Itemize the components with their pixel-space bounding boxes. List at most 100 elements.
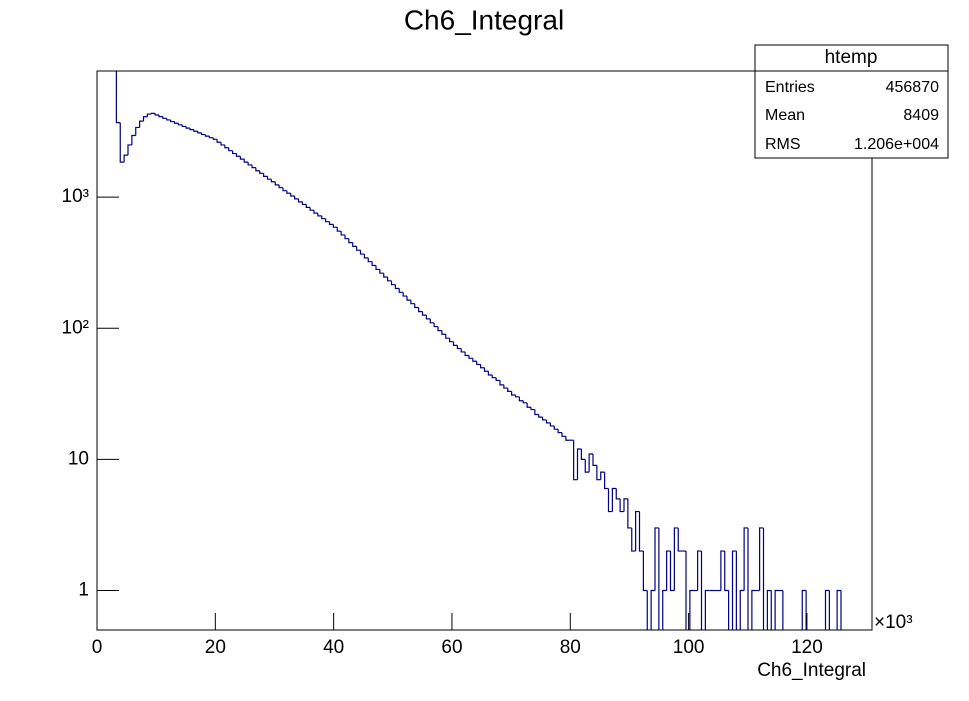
- histogram-bin: [220, 142, 225, 146]
- histogram-bin: [592, 453, 597, 466]
- histogram-bin: [445, 334, 450, 339]
- histogram-bin: [782, 590, 784, 630]
- histogram-bin: [561, 432, 566, 437]
- histogram-bin: [193, 129, 198, 132]
- histogram-bin: [297, 198, 303, 203]
- histogram-bin: [553, 425, 559, 430]
- y-tick-label: 10: [68, 448, 89, 469]
- histogram-bin: [394, 284, 400, 290]
- histogram-bin: [623, 498, 628, 512]
- histogram-bin: [429, 318, 435, 324]
- histogram-bin: [573, 440, 578, 481]
- y-tick-label: 10³: [62, 186, 89, 207]
- histogram-bin: [507, 388, 512, 393]
- histogram-bin: [518, 396, 524, 402]
- histogram-bin: [499, 380, 504, 386]
- histogram-bin: [224, 144, 229, 149]
- histogram-bin: [216, 139, 221, 143]
- histogram-bin: [390, 280, 396, 286]
- histogram-bin: [367, 257, 373, 263]
- histogram-bin: [828, 590, 830, 630]
- histogram-bin: [456, 345, 462, 350]
- histogram-bin: [565, 436, 570, 441]
- histogram-bin: [627, 498, 632, 529]
- histogram-bin: [522, 400, 528, 404]
- histogram-bin: [255, 167, 260, 172]
- plot-area: [115, 71, 842, 630]
- histogram-bin: [770, 590, 772, 630]
- histogram-bin: [290, 193, 295, 197]
- histogram-bin: [437, 326, 442, 332]
- stats-key: Mean: [765, 107, 805, 124]
- histogram-bin: [743, 527, 748, 591]
- histogram-bin: [751, 589, 756, 630]
- histogram-bin: [228, 147, 233, 152]
- histogram-bin: [154, 113, 159, 116]
- histogram-bin: [383, 273, 388, 278]
- y-tick-label: 10²: [62, 317, 89, 338]
- histogram-bin: [669, 551, 675, 592]
- histogram-bin: [270, 179, 276, 183]
- histogram-bin: [514, 394, 520, 398]
- histogram-bin: [158, 115, 163, 118]
- histogram-bin: [363, 254, 369, 259]
- histogram-bin: [654, 527, 659, 591]
- histogram-bin: [266, 176, 272, 180]
- histogram-bin: [425, 315, 431, 320]
- histogram-bin: [607, 488, 613, 513]
- x-tick-label: 20: [205, 637, 226, 658]
- histogram-bin: [239, 156, 245, 160]
- plot-frame: [96, 70, 873, 631]
- histogram-bin: [328, 221, 334, 225]
- histogram-bin: [189, 128, 194, 131]
- histogram-bin: [301, 201, 307, 206]
- histogram-bin: [282, 187, 287, 192]
- histogram-bin: [259, 170, 264, 174]
- x-tick-label: 100: [673, 637, 705, 658]
- histogram-bin: [604, 472, 609, 490]
- histogram-bin: [410, 300, 415, 305]
- histogram-bin: [173, 121, 179, 124]
- histogram-bin: [662, 589, 667, 630]
- histogram-bin: [476, 361, 481, 366]
- x-tick-label: 60: [441, 637, 462, 658]
- histogram-bin: [549, 422, 555, 427]
- x-tick-label: 120: [791, 637, 823, 658]
- histogram-bin: [631, 527, 636, 552]
- histogram-bin: [495, 377, 500, 382]
- x-tick-label: 40: [323, 637, 344, 658]
- histogram-bin: [689, 589, 694, 630]
- histogram-bin: [588, 453, 593, 473]
- histogram-bin: [162, 116, 167, 119]
- histogram-bin: [197, 131, 202, 134]
- histogram-bin: [472, 358, 477, 362]
- histogram-bin: [646, 590, 648, 630]
- histogram-bin: [557, 429, 562, 434]
- histogram-bin: [526, 402, 531, 408]
- histogram-bin: [538, 414, 543, 418]
- histogram-bin: [452, 341, 458, 347]
- x-tick-label: 0: [92, 637, 103, 658]
- stats-title: htemp: [825, 47, 878, 68]
- histogram-bin: [263, 173, 268, 177]
- histogram-bin: [336, 227, 342, 232]
- histogram-bin: [542, 417, 547, 421]
- histogram-bin: [747, 527, 749, 630]
- histogram-bin: [468, 355, 473, 359]
- histogram-bin: [724, 551, 729, 592]
- stats-frame: [754, 44, 949, 159]
- histogram-bin: [185, 126, 190, 129]
- histogram-bin: [805, 590, 807, 630]
- histogram-bin: [584, 459, 590, 473]
- stats-value: 456870: [886, 79, 939, 96]
- histogram-bin: [135, 126, 140, 136]
- histogram-bin: [697, 550, 702, 591]
- histogram-bin: [348, 238, 353, 244]
- histogram-bin: [201, 132, 206, 136]
- x-tick-label: 80: [560, 637, 581, 658]
- histogram-bin: [700, 551, 703, 630]
- histogram-bin: [286, 190, 291, 194]
- histogram-bin: [530, 407, 535, 411]
- histogram-bin: [728, 590, 730, 630]
